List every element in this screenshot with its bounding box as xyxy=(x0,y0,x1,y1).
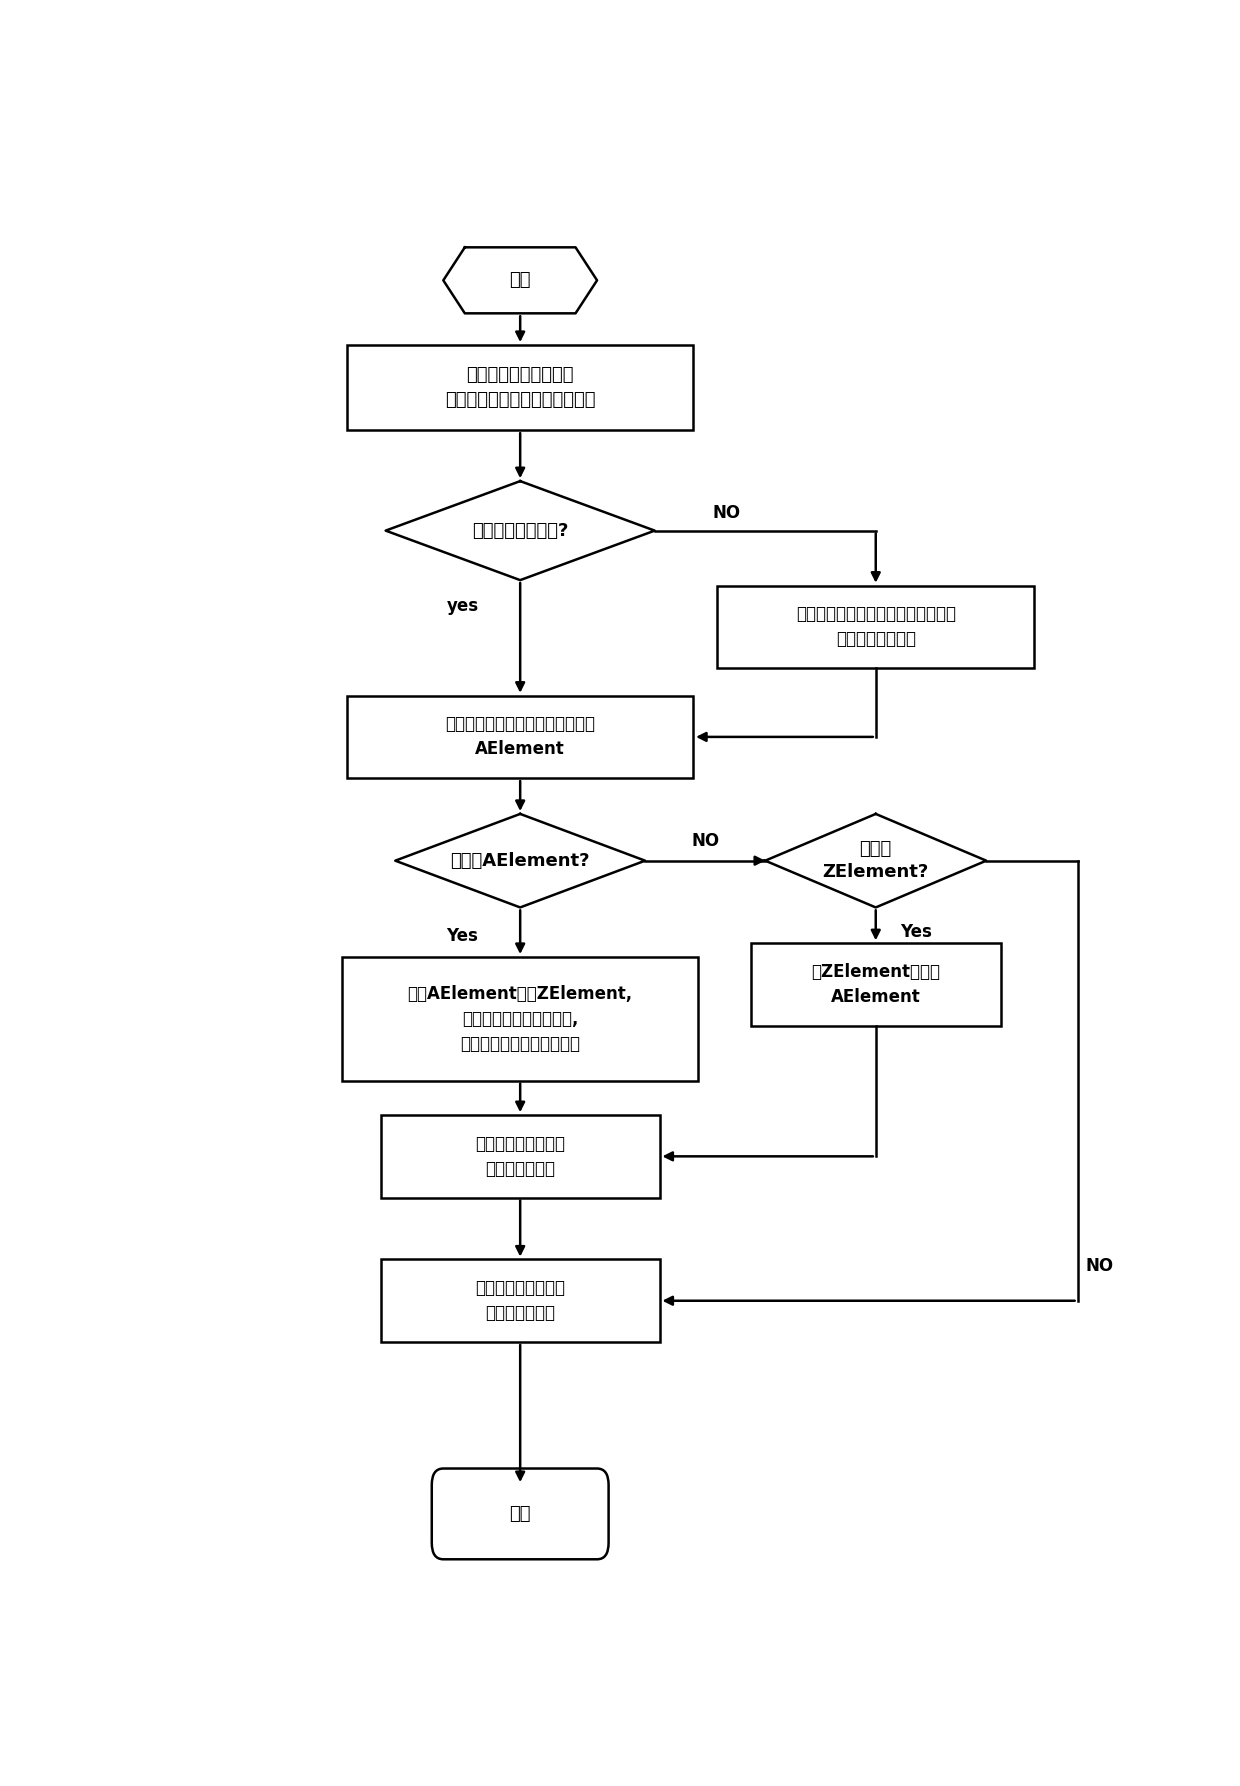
Text: 根据资源类型到拓扑节点类型表里获
取默认的最大层级: 根据资源类型到拓扑节点类型表里获 取默认的最大层级 xyxy=(796,605,956,648)
Text: 将找到的节点数据入
拓扑视窗节点表: 将找到的节点数据入 拓扑视窗节点表 xyxy=(475,1279,565,1322)
Bar xyxy=(751,943,1001,1025)
Text: NO: NO xyxy=(1085,1257,1114,1275)
Polygon shape xyxy=(386,480,655,580)
Text: 能找到AElement?: 能找到AElement? xyxy=(450,852,590,870)
Bar xyxy=(342,957,698,1081)
Polygon shape xyxy=(765,814,986,907)
Text: 结束: 结束 xyxy=(510,1506,531,1523)
Text: 通过AElement找到ZElement,
进而递归找到所有子节点,
递归的次数由最大层级决定: 通过AElement找到ZElement, 进而递归找到所有子节点, 递归的次数… xyxy=(408,984,632,1052)
Polygon shape xyxy=(396,814,645,907)
Text: 取ZElement对应的
AElement: 取ZElement对应的 AElement xyxy=(811,963,940,1006)
Text: 最大层级是否有値?: 最大层级是否有値? xyxy=(472,522,568,539)
Text: Yes: Yes xyxy=(446,927,479,945)
Text: 将找到的连线数据入
拓扑视窗连线表: 将找到的连线数据入 拓扑视窗连线表 xyxy=(475,1134,565,1177)
Text: NO: NO xyxy=(713,504,740,522)
Bar xyxy=(347,697,693,779)
Text: yes: yes xyxy=(446,597,479,614)
Polygon shape xyxy=(444,246,596,313)
Text: 根据起始节点到拓扑数据表里找到
AElement: 根据起始节点到拓扑数据表里找到 AElement xyxy=(445,716,595,759)
Text: NO: NO xyxy=(691,832,719,850)
Text: 开始: 开始 xyxy=(510,271,531,289)
Text: 能找到
ZElement?: 能找到 ZElement? xyxy=(822,839,929,882)
FancyBboxPatch shape xyxy=(432,1468,609,1559)
Bar xyxy=(347,345,693,430)
Bar xyxy=(381,1259,660,1341)
Text: 在拓扑视窗表遍历获取
起始节点、最大层级、资源类型: 在拓扑视窗表遍历获取 起始节点、最大层级、资源类型 xyxy=(445,366,595,409)
Text: Yes: Yes xyxy=(900,923,932,941)
Bar xyxy=(381,1114,660,1198)
Bar xyxy=(717,586,1034,668)
